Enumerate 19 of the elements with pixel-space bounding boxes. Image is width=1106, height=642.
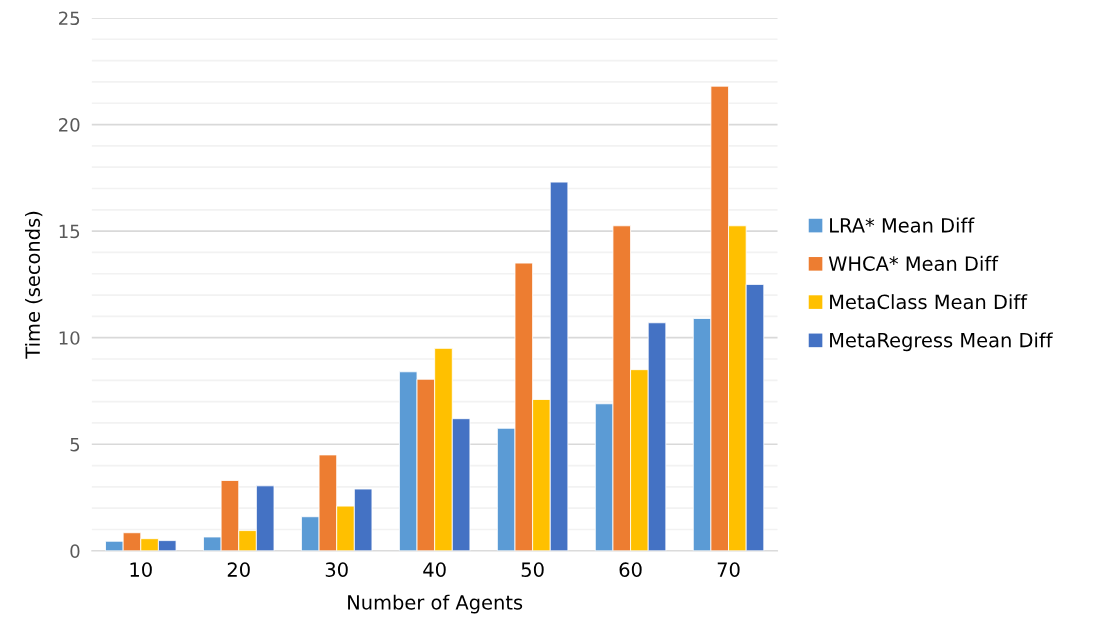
x-tick-label: 30 [325,562,348,577]
x-tick-label: 40 [423,562,446,577]
legend-label: WHCA* Mean Diff [828,255,999,271]
y-axis-title: Time (seconds) [25,211,43,359]
y-tick-label: 20 [59,118,80,132]
x-axis-title: Number of Agents [348,594,523,614]
legend-label: MetaRegress Mean Diff [830,332,1053,352]
x-tick-label: 60 [619,562,642,577]
y-tick-label: 10 [59,331,80,345]
x-tick-label: 10 [130,562,152,577]
legend-label: MetaClass Mean Diff [830,294,1028,310]
y-tick-label: 5 [70,437,80,452]
x-tick-label: 20 [227,562,250,577]
y-tick-label: 25 [59,11,80,26]
legend-label: LRA* Mean Diff [830,217,975,233]
x-tick-label: 70 [717,562,740,577]
x-tick-label: 50 [521,562,544,577]
y-tick-label: 0 [70,544,80,558]
y-tick-label: 15 [59,224,80,239]
